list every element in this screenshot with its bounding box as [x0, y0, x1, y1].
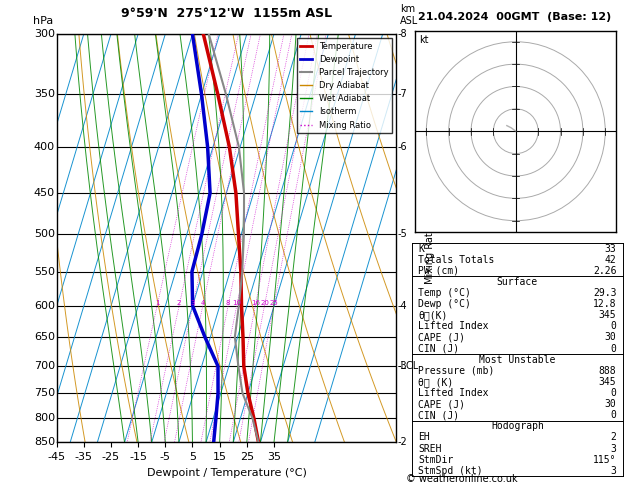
Text: Most Unstable: Most Unstable: [479, 355, 555, 364]
Text: Pressure (mb): Pressure (mb): [418, 366, 494, 376]
Text: -8: -8: [398, 29, 408, 39]
Text: 33: 33: [604, 243, 616, 254]
Text: CIN (J): CIN (J): [418, 344, 459, 353]
Text: 500: 500: [34, 229, 55, 239]
Text: 0: 0: [611, 410, 616, 420]
Text: -4: -4: [398, 301, 408, 311]
Text: 3: 3: [611, 466, 616, 476]
Text: 9°59'N  275°12'W  1155m ASL: 9°59'N 275°12'W 1155m ASL: [121, 7, 332, 20]
Text: K: K: [418, 243, 424, 254]
Text: 300: 300: [34, 29, 55, 39]
Text: 550: 550: [34, 267, 55, 277]
Text: StmDir: StmDir: [418, 454, 454, 465]
Text: Lifted Index: Lifted Index: [418, 388, 489, 398]
Text: 850: 850: [34, 437, 55, 447]
Text: -7: -7: [398, 89, 408, 100]
Text: 888: 888: [599, 366, 616, 376]
Text: SREH: SREH: [418, 444, 442, 453]
Text: 0: 0: [611, 344, 616, 353]
Text: kt: kt: [420, 35, 429, 45]
Text: 3: 3: [611, 444, 616, 453]
Text: StmSpd (kt): StmSpd (kt): [418, 466, 483, 476]
Text: PW (cm): PW (cm): [418, 266, 459, 276]
Text: 29.3: 29.3: [593, 288, 616, 298]
Text: -2: -2: [398, 437, 408, 447]
Text: 750: 750: [34, 388, 55, 398]
Text: 0: 0: [611, 388, 616, 398]
Text: Surface: Surface: [497, 277, 538, 287]
Text: 700: 700: [34, 361, 55, 371]
Text: hPa: hPa: [33, 16, 53, 26]
Text: CAPE (J): CAPE (J): [418, 332, 465, 343]
Text: Dewp (°C): Dewp (°C): [418, 299, 471, 309]
Text: 8: 8: [226, 300, 230, 306]
Text: 0: 0: [611, 321, 616, 331]
Text: 450: 450: [34, 188, 55, 198]
Text: Totals Totals: Totals Totals: [418, 255, 494, 265]
Text: 400: 400: [34, 142, 55, 152]
Text: 12.8: 12.8: [593, 299, 616, 309]
Text: 2.26: 2.26: [593, 266, 616, 276]
Text: 10: 10: [232, 300, 241, 306]
Text: 350: 350: [34, 89, 55, 100]
Text: 345: 345: [599, 310, 616, 320]
Text: 115°: 115°: [593, 454, 616, 465]
Text: 2: 2: [177, 300, 181, 306]
Text: 20: 20: [260, 300, 269, 306]
Legend: Temperature, Dewpoint, Parcel Trajectory, Dry Adiabat, Wet Adiabat, Isotherm, Mi: Temperature, Dewpoint, Parcel Trajectory…: [297, 38, 392, 133]
Text: 16: 16: [251, 300, 260, 306]
Text: CIN (J): CIN (J): [418, 410, 459, 420]
Text: 4: 4: [201, 300, 205, 306]
Text: θᴇ (K): θᴇ (K): [418, 377, 454, 387]
Text: Hodograph: Hodograph: [491, 421, 544, 431]
Text: 3: 3: [191, 300, 195, 306]
Text: 600: 600: [34, 301, 55, 311]
Text: 650: 650: [34, 332, 55, 342]
Text: -LCL: -LCL: [398, 361, 419, 371]
Text: Temp (°C): Temp (°C): [418, 288, 471, 298]
Text: CAPE (J): CAPE (J): [418, 399, 465, 409]
Text: © weatheronline.co.uk: © weatheronline.co.uk: [406, 473, 517, 484]
Text: 42: 42: [604, 255, 616, 265]
Text: -5: -5: [398, 229, 408, 239]
Text: 2: 2: [611, 433, 616, 442]
Text: Lifted Index: Lifted Index: [418, 321, 489, 331]
Text: 30: 30: [604, 399, 616, 409]
Text: 1: 1: [155, 300, 159, 306]
Text: EH: EH: [418, 433, 430, 442]
Text: 30: 30: [604, 332, 616, 343]
Text: -3: -3: [398, 361, 408, 371]
Text: -6: -6: [398, 142, 408, 152]
X-axis label: Dewpoint / Temperature (°C): Dewpoint / Temperature (°C): [147, 468, 306, 478]
Text: Mixing Ratio (g/kg): Mixing Ratio (g/kg): [425, 192, 435, 284]
Text: km
ASL: km ASL: [399, 4, 418, 26]
Text: 800: 800: [34, 414, 55, 423]
Text: 25: 25: [269, 300, 278, 306]
Text: 21.04.2024  00GMT  (Base: 12): 21.04.2024 00GMT (Base: 12): [418, 12, 611, 22]
Text: 345: 345: [599, 377, 616, 387]
Text: θᴇ(K): θᴇ(K): [418, 310, 448, 320]
